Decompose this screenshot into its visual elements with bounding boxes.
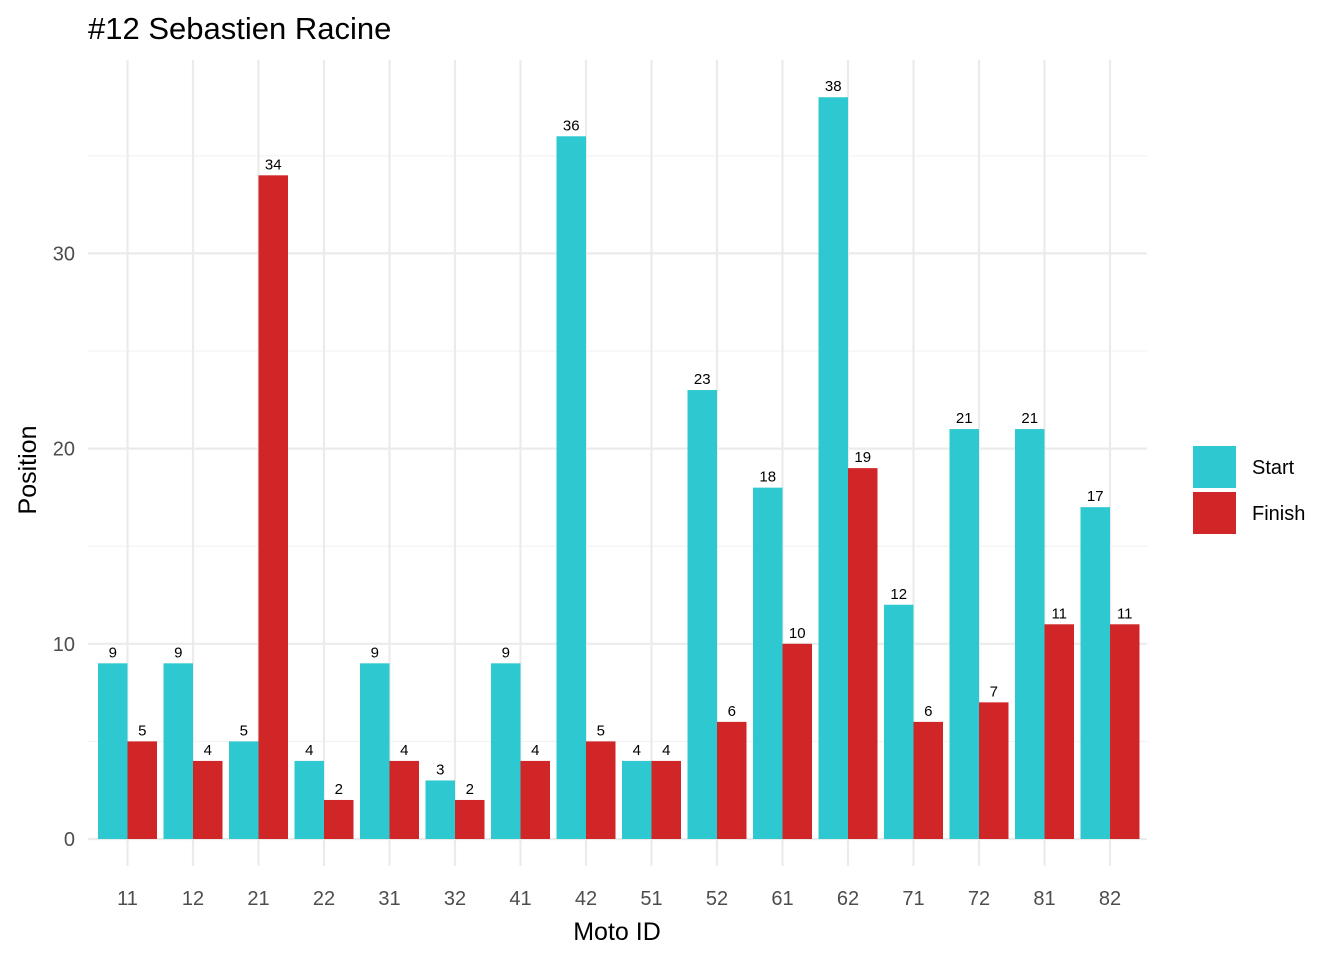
data-label-start-12: 9 <box>174 644 182 661</box>
data-label-start-72: 21 <box>956 410 973 427</box>
legend: Start Finish <box>1193 446 1305 534</box>
x-tick-label: 22 <box>313 888 335 910</box>
bars <box>98 97 1140 840</box>
bar-start-71 <box>884 604 914 839</box>
data-label-start-71: 12 <box>890 586 907 603</box>
legend-label-finish: Finish <box>1252 503 1305 525</box>
bar-finish-82 <box>1110 624 1140 839</box>
bar-finish-62 <box>848 468 878 839</box>
bar-finish-72 <box>979 702 1009 839</box>
data-label-finish-42: 5 <box>597 722 605 739</box>
x-tick-label: 11 <box>117 888 138 910</box>
data-label-start-22: 4 <box>305 742 313 759</box>
data-label-finish-51: 4 <box>662 742 670 759</box>
legend-key-finish <box>1193 492 1236 534</box>
data-label-finish-32: 2 <box>466 781 474 798</box>
bar-start-52 <box>687 390 717 839</box>
y-tick-label: 10 <box>53 634 75 656</box>
bar-start-21 <box>229 741 259 839</box>
y-tick-label: 20 <box>53 439 75 461</box>
x-tick-label: 81 <box>1033 888 1055 910</box>
x-tick-label: 51 <box>640 888 662 910</box>
x-tick-label: 42 <box>575 888 597 910</box>
bar-start-22 <box>294 760 324 839</box>
bar-finish-71 <box>913 721 943 839</box>
data-label-finish-21: 34 <box>265 156 282 173</box>
bar-finish-61 <box>782 643 812 839</box>
bar-start-51 <box>622 760 652 839</box>
data-label-start-31: 9 <box>371 644 379 661</box>
bar-start-61 <box>753 487 783 839</box>
x-tick-label: 61 <box>771 888 793 910</box>
bar-finish-51 <box>651 760 681 839</box>
bar-start-31 <box>360 663 390 839</box>
data-label-start-82: 17 <box>1087 488 1104 505</box>
data-label-finish-62: 19 <box>854 449 871 466</box>
bar-start-81 <box>1015 429 1045 839</box>
y-axis-ticks: 0 10 20 30 <box>53 243 75 851</box>
data-label-finish-81: 11 <box>1051 605 1067 622</box>
bar-start-12 <box>163 663 193 839</box>
x-tick-label: 31 <box>378 888 400 910</box>
data-label-start-41: 9 <box>502 644 510 661</box>
data-label-finish-71: 6 <box>924 703 932 720</box>
y-tick-label: 0 <box>64 829 75 851</box>
data-label-finish-61: 10 <box>789 625 806 642</box>
data-label-start-61: 18 <box>759 469 776 486</box>
x-tick-label: 82 <box>1099 888 1121 910</box>
bar-finish-11 <box>127 741 157 839</box>
y-tick-label: 30 <box>53 243 75 265</box>
data-label-finish-31: 4 <box>400 742 408 759</box>
bar-start-42 <box>556 136 586 839</box>
data-label-finish-72: 7 <box>990 683 998 700</box>
x-axis-ticks: 11 12 21 22 31 32 41 42 51 52 61 62 71 72 81 82 <box>117 888 1121 910</box>
data-label-finish-12: 4 <box>204 742 212 759</box>
bar-start-82 <box>1080 507 1110 839</box>
x-axis-title: Moto ID <box>573 918 661 946</box>
data-label-start-62: 38 <box>825 78 842 95</box>
bar-start-72 <box>949 429 979 839</box>
x-tick-label: 32 <box>444 888 466 910</box>
data-label-start-51: 4 <box>633 742 641 759</box>
data-label-finish-41: 4 <box>531 742 539 759</box>
data-label-start-11: 9 <box>109 644 117 661</box>
bar-finish-52 <box>717 721 747 839</box>
x-tick-label: 12 <box>182 888 204 910</box>
data-label-start-42: 36 <box>563 117 580 134</box>
data-label-finish-82: 11 <box>1117 605 1133 622</box>
bar-finish-42 <box>586 741 616 839</box>
x-tick-label: 52 <box>706 888 728 910</box>
bar-start-41 <box>491 663 521 839</box>
chart-title: #12 Sebastien Racine <box>88 11 391 46</box>
bar-finish-32 <box>455 799 485 839</box>
data-label-start-21: 5 <box>240 722 248 739</box>
bar-start-62 <box>818 97 848 840</box>
bar-finish-41 <box>520 760 550 839</box>
bar-finish-22 <box>324 799 354 839</box>
x-tick-label: 62 <box>837 888 859 910</box>
data-label-start-81: 21 <box>1021 410 1038 427</box>
data-label-finish-52: 6 <box>728 703 736 720</box>
data-label-start-32: 3 <box>436 761 444 778</box>
bar-start-32 <box>425 780 455 839</box>
data-label-finish-11: 5 <box>138 722 146 739</box>
legend-label-start: Start <box>1252 457 1295 479</box>
bar-finish-81 <box>1044 624 1074 839</box>
legend-key-start <box>1193 446 1236 488</box>
bar-finish-31 <box>389 760 419 839</box>
x-tick-label: 41 <box>509 888 531 910</box>
data-label-finish-22: 2 <box>335 781 343 798</box>
bar-finish-21 <box>258 175 288 839</box>
data-label-start-52: 23 <box>694 371 711 388</box>
data-labels: 9 5 9 4 5 34 4 2 9 4 3 2 9 4 36 5 4 4 23 6 18 10 38 19 12 6 21 7 21 1… <box>109 78 1133 798</box>
x-tick-label: 72 <box>968 888 990 910</box>
y-axis-title: Position <box>14 426 42 515</box>
bar-start-11 <box>98 663 128 839</box>
x-tick-label: 71 <box>902 888 924 910</box>
x-tick-label: 21 <box>247 888 269 910</box>
bar-finish-12 <box>193 760 223 839</box>
